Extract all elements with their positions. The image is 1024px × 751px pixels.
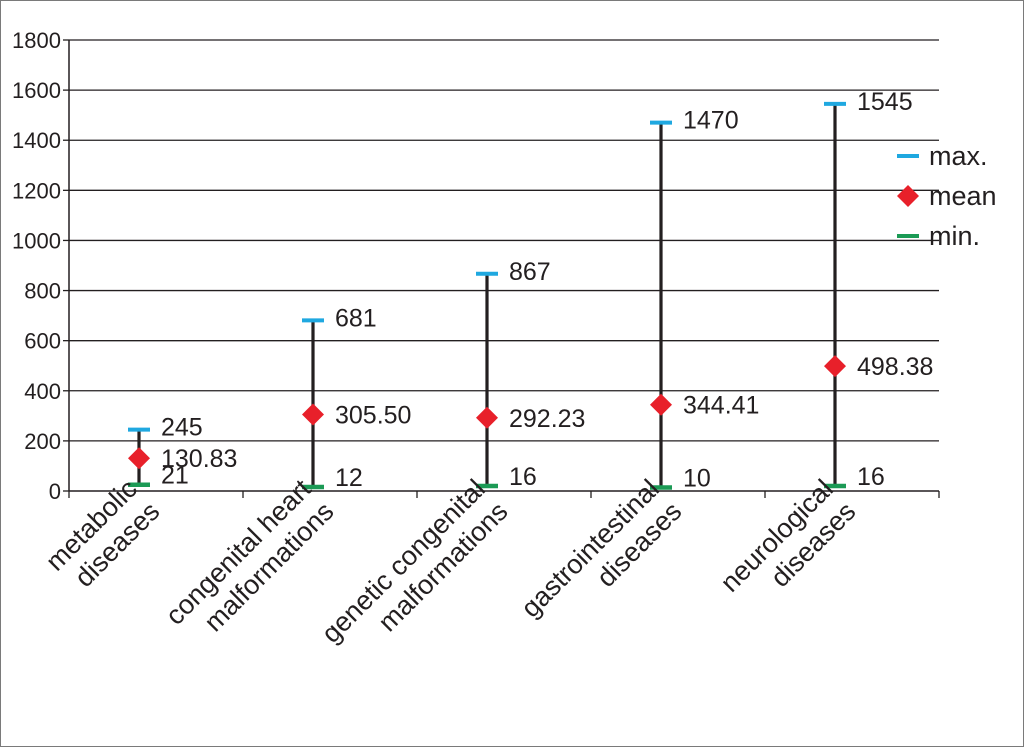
legend-label: mean xyxy=(929,181,997,211)
mean-marker xyxy=(302,403,324,426)
min-value-label: 21 xyxy=(161,462,189,490)
mean-value-label: 292.23 xyxy=(509,405,585,433)
range-lines xyxy=(137,103,837,489)
y-tick-label: 200 xyxy=(24,429,61,454)
mean-value-label: 498.38 xyxy=(857,353,933,381)
y-tick-label: 800 xyxy=(24,279,61,304)
y-tick-label: 0 xyxy=(49,479,61,504)
legend: max. mean min. xyxy=(897,141,997,251)
y-tick-label: 1000 xyxy=(12,228,61,253)
max-value-label: 1470 xyxy=(683,107,739,135)
y-tick-label: 400 xyxy=(24,379,61,404)
mean-value-label: 305.50 xyxy=(335,401,411,429)
min-value-label: 16 xyxy=(509,463,537,491)
y-tick-label: 600 xyxy=(24,329,61,354)
y-tick-label: 1400 xyxy=(12,128,61,153)
legend-mean-marker xyxy=(897,185,919,207)
y-axis-ticks: 0 200 400 600 800 1000 1200 1400 1600 1800 xyxy=(12,28,69,504)
y-tick-label: 1800 xyxy=(12,28,61,53)
min-value-label: 10 xyxy=(683,464,711,492)
legend-label: max. xyxy=(929,141,988,171)
mean-marker xyxy=(650,393,672,416)
mean-marker xyxy=(476,406,498,429)
min-value-label: 16 xyxy=(857,463,885,491)
axes xyxy=(68,40,940,498)
min-value-label: 12 xyxy=(335,464,363,492)
y-tick-label: 1600 xyxy=(12,78,61,103)
max-value-label: 681 xyxy=(335,304,377,332)
max-value-label: 867 xyxy=(509,258,551,286)
markers xyxy=(128,101,846,490)
legend-label: min. xyxy=(929,221,980,251)
mean-marker xyxy=(128,447,150,470)
mean-value-label: 130.83 xyxy=(161,445,237,473)
y-tick-label: 1200 xyxy=(12,178,61,203)
max-value-label: 245 xyxy=(161,414,203,442)
max-value-label: 1545 xyxy=(857,88,913,116)
gridlines xyxy=(69,39,939,442)
mean-marker xyxy=(824,355,846,378)
mean-value-label: 344.41 xyxy=(683,392,759,420)
